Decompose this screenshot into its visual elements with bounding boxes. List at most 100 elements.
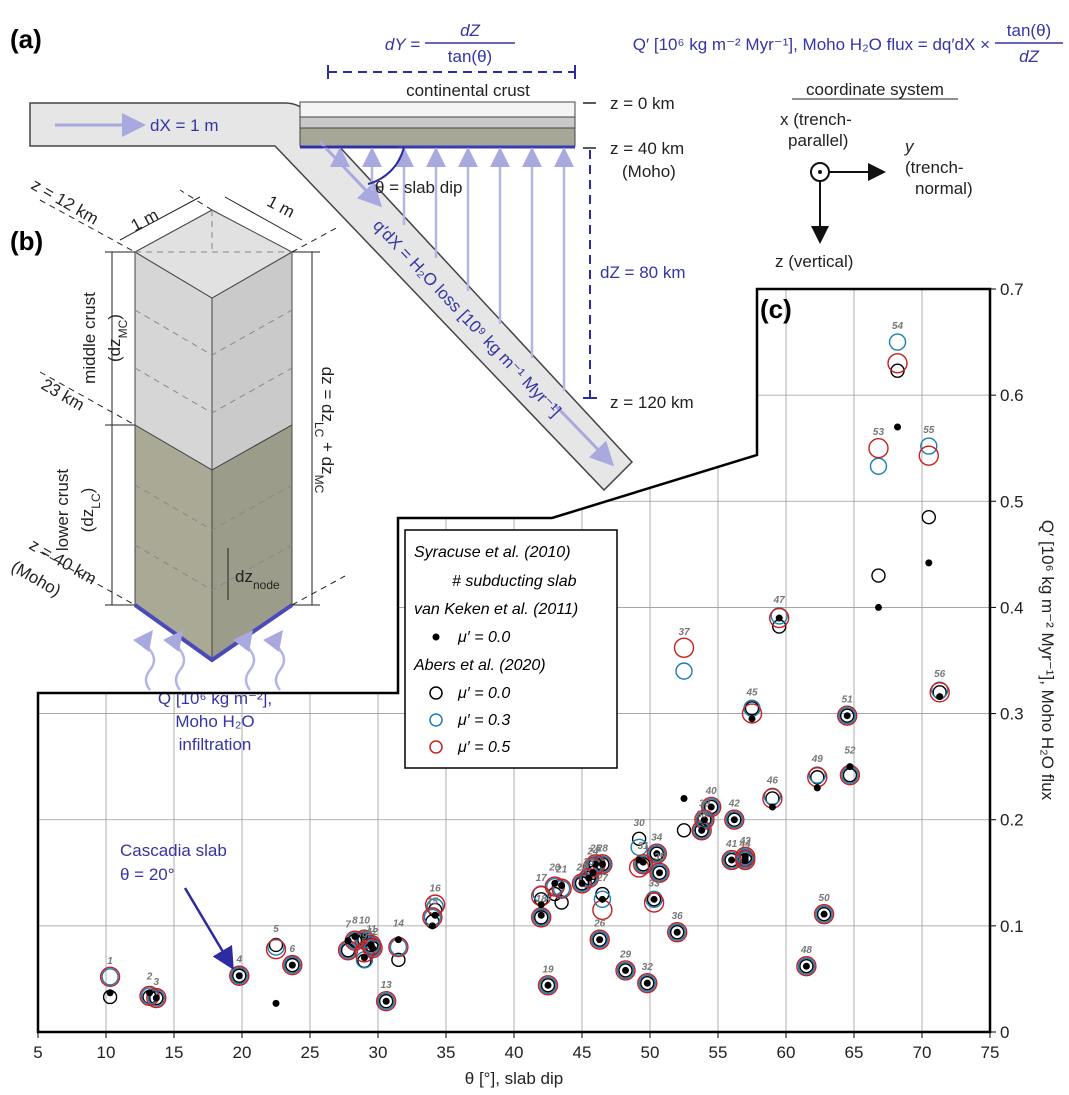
legend-label: μ′ = 0.0: [457, 685, 510, 702]
data-dot: [707, 803, 715, 811]
data-dot: [768, 803, 776, 811]
slab-label: 27: [596, 873, 609, 884]
slab-label: 51: [842, 695, 854, 706]
coordinate-system: coordinate system x (trench- parallel) y…: [775, 80, 973, 271]
data-circle: [701, 796, 722, 818]
legend-box: [404, 529, 618, 769]
x-tick-label: 60: [777, 1043, 796, 1062]
data-dot: [730, 816, 738, 824]
annotation: Cascadia slab: [120, 841, 227, 860]
label: z = 12 km: [28, 175, 102, 229]
slab-label: 3: [154, 977, 160, 988]
slab-label: 1: [107, 956, 113, 967]
x-tick-label: 35: [437, 1043, 456, 1062]
data-circle: [667, 922, 688, 943]
data-circle: [816, 906, 832, 922]
legend-label: μ′ = 0.3: [457, 712, 510, 729]
annotation: θ = 20°: [120, 865, 175, 884]
data-circle: [232, 968, 247, 983]
data-circle: [797, 957, 816, 975]
label: continental crust: [406, 81, 530, 100]
slab-label: 6: [290, 944, 296, 955]
panel-label: (a): [10, 24, 42, 54]
data-circle: [813, 903, 835, 925]
data-circle: [722, 851, 741, 869]
data-circle: [634, 855, 652, 873]
slab-label: 32: [642, 962, 654, 973]
slab-label: 34: [651, 833, 663, 844]
slab-label: 5: [273, 924, 279, 935]
slab-label: 30: [634, 818, 646, 829]
data-circle: [735, 849, 756, 871]
label: (trench-: [905, 158, 964, 177]
slab-label: 8: [352, 915, 358, 926]
data-circle: [265, 939, 287, 960]
label: z (vertical): [775, 252, 853, 271]
label: MC: [312, 475, 326, 494]
slab-label: 9: [362, 931, 368, 942]
data-dot: [748, 715, 756, 723]
plot: 5 10 15 20 25 30 35 40 45 50 55 60 65 70 7500.10.20.30…: [33, 280, 1057, 1088]
slab-label: 13: [381, 980, 393, 991]
data-dot: [598, 860, 606, 868]
data-dot: [639, 858, 647, 866]
data-circle: [590, 930, 609, 949]
label: 1 m: [264, 192, 298, 222]
label: LC: [312, 422, 326, 438]
data-dot: [235, 972, 243, 980]
y-tick-label: 0.2: [1000, 811, 1024, 830]
data-circle: [796, 955, 817, 977]
data-circle: [589, 929, 610, 950]
data-dot: [680, 794, 688, 802]
slab-label: 19: [542, 964, 554, 975]
slab-label: 49: [811, 754, 824, 765]
slab-label: 28: [596, 843, 609, 854]
label: θ = slab dip: [375, 178, 462, 197]
slab-label: 39: [699, 799, 711, 810]
data-dot: [775, 614, 783, 622]
label: dX = 1 m: [150, 116, 219, 135]
x-tick-label: 70: [913, 1043, 932, 1062]
equation: dZ: [460, 21, 480, 40]
slab-label: 23: [582, 857, 595, 868]
data-circle: [378, 994, 394, 1009]
data-circle: [921, 510, 936, 525]
legend-title: van Keken et al. (2011): [414, 601, 578, 618]
data-circle: [692, 821, 711, 840]
label: MC: [116, 319, 130, 338]
data-circle: [636, 857, 651, 872]
data-dot: [360, 932, 368, 940]
data-circle: [539, 976, 557, 994]
data-circle: [649, 862, 670, 883]
data-circle: [871, 568, 886, 583]
data-circle: [631, 831, 647, 847]
y-tick-label: 0.6: [1000, 386, 1024, 405]
data-dot: [700, 816, 708, 824]
data-dot: [146, 989, 154, 997]
data-dot: [820, 910, 828, 918]
data-circle: [727, 812, 742, 827]
data-circle: [744, 701, 760, 716]
data-circle: [890, 363, 905, 378]
label: dz = dz: [318, 367, 337, 422]
slab-label: 35: [654, 852, 666, 863]
data-dot: [802, 962, 810, 970]
slab-label: 18: [536, 894, 548, 905]
equation: tan(θ): [448, 47, 492, 66]
slab-label: 10: [359, 915, 371, 926]
slab-label: 25: [589, 843, 602, 854]
legend-label: μ′ = 0.0: [457, 629, 510, 646]
data-dot: [589, 869, 597, 877]
data-circle: [702, 798, 720, 816]
data-circle: [815, 905, 833, 923]
data-circle: [99, 966, 121, 988]
slab-label: 53: [873, 427, 885, 438]
x-tick-label: 25: [301, 1043, 320, 1062]
data-circle: [592, 932, 607, 947]
data-circle: [725, 811, 744, 829]
x-tick-label: 55: [709, 1043, 728, 1062]
data-circle: [887, 353, 908, 374]
plot-frame: [36, 287, 992, 1034]
data-circle: [146, 987, 167, 1009]
